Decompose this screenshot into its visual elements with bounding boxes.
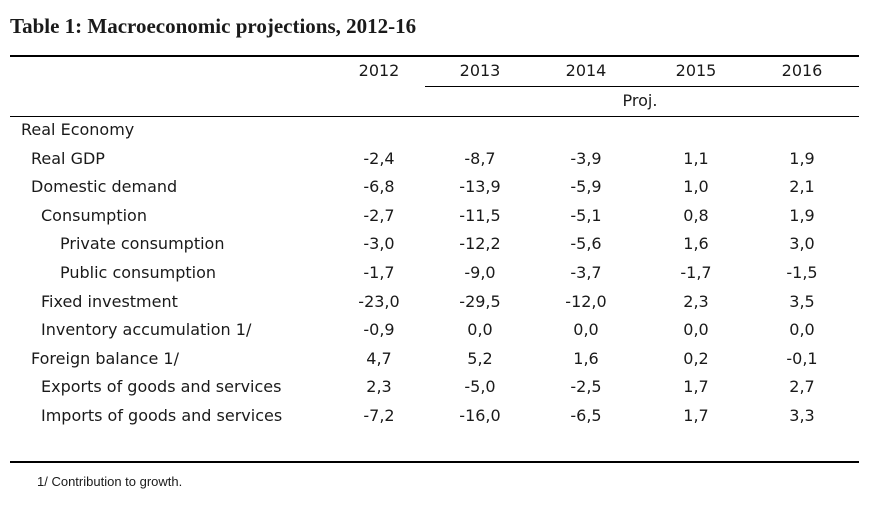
- table-cell: -23,0: [358, 291, 400, 311]
- table-cell: -1,5: [786, 263, 818, 282]
- table-cell: 4,7: [366, 348, 392, 368]
- table-row: Exports of goods and services 2,3 -5,0 -2,5…: [0, 377, 869, 405]
- table-cell: 1,7: [683, 377, 709, 397]
- table-row: Domestic demand -6,8 -13,9 -5,9 1,0 2,1: [0, 177, 869, 205]
- year-header-2016: 2016: [781, 61, 823, 80]
- table-row: Inventory accumulation 1/ -0,9 0,0 0,0 0,0 0,…: [0, 320, 869, 348]
- table-cell: 1,9: [789, 205, 815, 225]
- table-cell: -12,2: [459, 234, 501, 254]
- table-cell: -8,7: [464, 148, 496, 168]
- table-cell: 1,9: [789, 148, 815, 168]
- bottom-rule: [10, 461, 859, 463]
- table-cell: -2,7: [363, 205, 395, 225]
- table-cell: -1,7: [680, 263, 712, 282]
- table-row: Private consumption -3,0 -12,2 -5,6 1,6 3,0: [0, 234, 869, 262]
- table-cell: -11,5: [459, 205, 501, 225]
- table-cell: 2,7: [789, 377, 815, 397]
- table-cell: 0,0: [467, 320, 493, 340]
- table-cell: 1,6: [683, 234, 709, 254]
- table-cell: -7,2: [363, 406, 395, 425]
- table-cell: 0,2: [683, 348, 709, 368]
- table-cell: -5,6: [570, 234, 602, 254]
- top-rule: [10, 55, 859, 57]
- table-cell: -2,4: [363, 148, 395, 168]
- table-cell: -16,0: [459, 406, 501, 425]
- table-cell: 0,8: [683, 205, 709, 225]
- table-row: Fixed investment -23,0 -29,5 -12,0 2,3 3,5: [0, 292, 869, 320]
- table-cell: 1,6: [573, 348, 599, 368]
- table-cell: 0,0: [789, 320, 815, 340]
- table-cell: -3,9: [570, 148, 602, 168]
- table-cell: -5,9: [570, 177, 602, 197]
- table-cell: -5,1: [570, 205, 602, 225]
- year-header-2015: 2015: [675, 61, 717, 80]
- table-title: Table 1: Macroeconomic projections, 2012…: [10, 14, 417, 38]
- row-label: Fixed investment: [41, 291, 178, 311]
- table-cell: 1,7: [683, 406, 709, 425]
- footnote: 1/ Contribution to growth.: [37, 474, 183, 489]
- table-cell: 5,2: [467, 348, 493, 368]
- table-cell: 3,5: [789, 291, 815, 311]
- projection-label: Proj.: [622, 91, 658, 110]
- table-row: Public consumption -1,7 -9,0 -3,7 -1,7 -1,5: [0, 263, 869, 291]
- table-cell: 2,3: [366, 377, 392, 397]
- table-cell: 3,0: [789, 234, 815, 254]
- table-cell: -3,0: [363, 234, 395, 254]
- table-cell: -0,9: [363, 320, 395, 340]
- table-cell: 0,0: [683, 320, 709, 340]
- year-header-2013: 2013: [459, 61, 501, 80]
- year-header-2014: 2014: [565, 61, 607, 80]
- projection-rule: [425, 86, 859, 87]
- row-label: Inventory accumulation 1/: [41, 320, 252, 340]
- row-label: Exports of goods and services: [41, 377, 282, 397]
- table-cell: -2,5: [570, 377, 602, 397]
- table-cell: 2,1: [789, 177, 815, 197]
- table-row: Consumption -2,7 -11,5 -5,1 0,8 1,9: [0, 206, 869, 234]
- table-cell: -13,9: [459, 177, 501, 197]
- row-label: Consumption: [41, 205, 147, 225]
- table-cell: 2,3: [683, 291, 709, 311]
- row-label: Public consumption: [60, 263, 217, 282]
- row-label: Real GDP: [31, 148, 105, 168]
- header-rule: [10, 116, 859, 117]
- table-cell: -9,0: [464, 263, 496, 282]
- row-label: Imports of goods and services: [41, 406, 283, 425]
- table-cell: -12,0: [565, 291, 607, 311]
- table-cell: -0,1: [786, 348, 818, 368]
- row-label: Private consumption: [60, 234, 225, 254]
- year-header-2012: 2012: [358, 61, 400, 80]
- table-cell: 0,0: [573, 320, 599, 340]
- table-cell: -6,8: [363, 177, 395, 197]
- table-cell: -6,5: [570, 406, 602, 425]
- row-label: Real Economy: [21, 120, 135, 139]
- table-row: Foreign balance 1/4,7 5,2 1,6 0,2 -0,1: [0, 349, 869, 377]
- table-row: Imports of goods and services -7,2 -16,0 -6…: [0, 406, 869, 434]
- table-cell: 1,1: [683, 148, 709, 168]
- table-row: Real GDP -2,4 -8,7 -3,9 1,1 1,9: [0, 149, 869, 177]
- table-cell: -3,7: [570, 263, 602, 282]
- table-cell: -1,7: [363, 263, 395, 282]
- table-cell: 1,0: [683, 177, 709, 197]
- table-cell: 3,3: [789, 406, 815, 425]
- row-label: Domestic demand: [31, 177, 178, 197]
- table-row: Real Economy: [0, 120, 869, 148]
- row-label: Foreign balance 1/: [31, 348, 179, 368]
- table-cell: -29,5: [459, 291, 501, 311]
- table-cell: -5,0: [464, 377, 496, 397]
